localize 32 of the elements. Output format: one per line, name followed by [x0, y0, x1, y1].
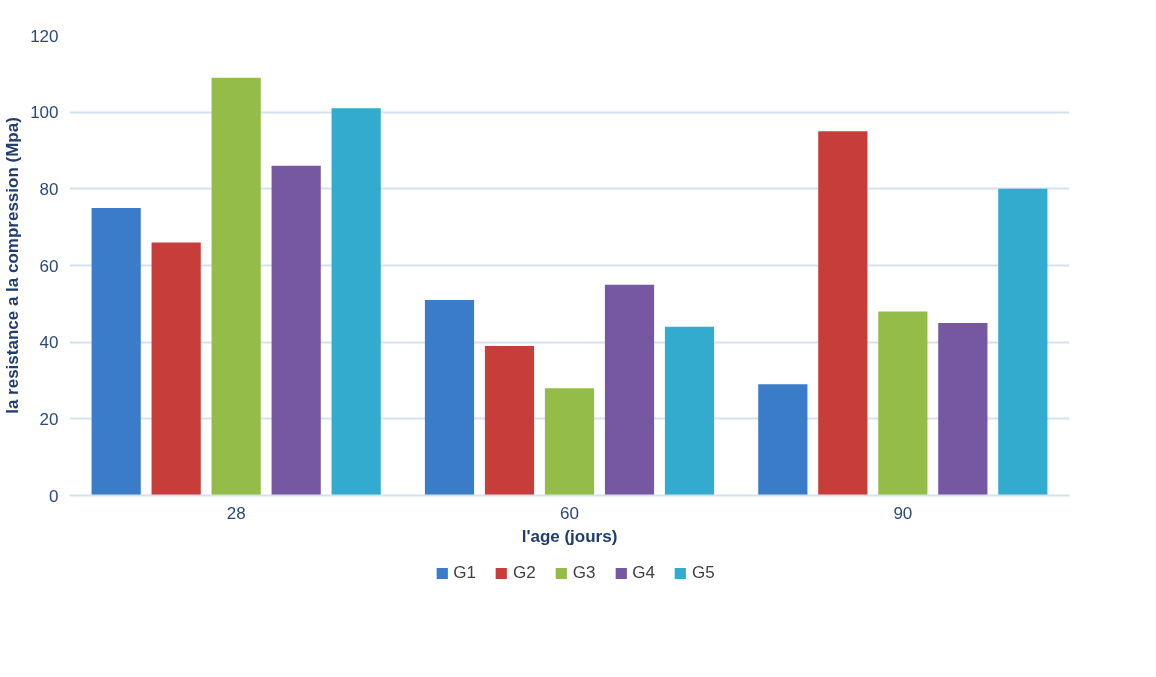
y-tick-label: 20 [39, 409, 59, 429]
bar [151, 242, 201, 496]
bar [211, 77, 261, 496]
bar [271, 165, 321, 496]
x-axis-title: l'age (jours) [521, 526, 618, 546]
bar [664, 326, 715, 496]
legend-label: G1 [453, 563, 476, 583]
y-tick-label: 100 [30, 103, 59, 123]
x-tick-label: 90 [893, 503, 913, 523]
bar [998, 188, 1048, 496]
bar [331, 108, 381, 496]
bar [758, 384, 808, 496]
legend-label: G3 [572, 563, 596, 583]
bar [91, 208, 141, 496]
bar [878, 311, 928, 496]
y-tick-label: 40 [39, 333, 59, 353]
bar [818, 131, 868, 496]
y-tick-label: 0 [49, 486, 59, 506]
bar [484, 346, 535, 496]
legend-label: G2 [512, 563, 536, 583]
bar [938, 323, 988, 496]
x-tick-label: 28 [226, 503, 246, 523]
y-tick-label: 60 [39, 256, 59, 276]
y-tick-label: 120 [30, 26, 59, 46]
x-tick-label: 60 [560, 503, 579, 523]
y-axis-title: la resistance a la compression (Mpa) [3, 117, 23, 414]
bar [424, 300, 475, 496]
legend-label: G4 [632, 563, 656, 583]
bar [604, 284, 655, 496]
legend-label: G5 [692, 563, 715, 583]
bar [544, 388, 595, 496]
y-tick-label: 80 [39, 179, 59, 199]
